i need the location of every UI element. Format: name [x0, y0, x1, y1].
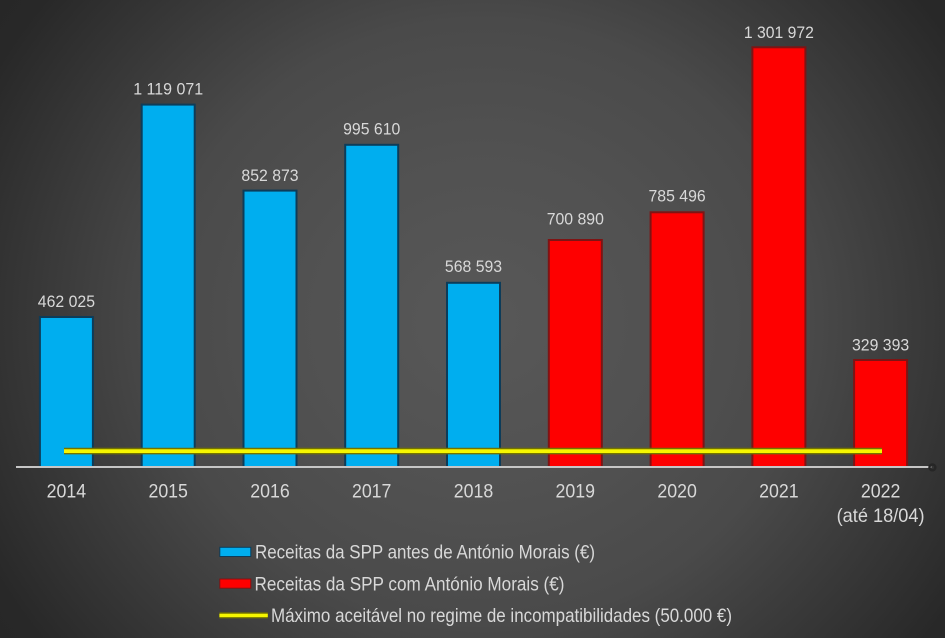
svg-text:1 301 972: 1 301 972: [744, 23, 814, 42]
svg-text:785 496: 785 496: [649, 186, 706, 205]
svg-text:2016: 2016: [250, 481, 290, 503]
svg-text:(até 18/04): (até 18/04): [837, 505, 925, 527]
svg-text:2018: 2018: [454, 481, 494, 503]
svg-text:2015: 2015: [148, 481, 188, 503]
svg-text:2020: 2020: [657, 481, 697, 503]
svg-text:329 393: 329 393: [852, 336, 909, 355]
svg-text:2019: 2019: [556, 481, 596, 503]
svg-text:1 119 071: 1 119 071: [133, 80, 203, 99]
svg-text:852 873: 852 873: [241, 166, 298, 185]
svg-text:568 593: 568 593: [445, 257, 502, 276]
svg-text:2017: 2017: [352, 481, 392, 503]
svg-text:700 890: 700 890: [547, 209, 604, 228]
svg-text:462 025: 462 025: [38, 292, 95, 311]
svg-text:2014: 2014: [47, 481, 87, 503]
svg-text:Receitas da SPP com António Mo: Receitas da SPP com António Morais (€): [255, 574, 565, 596]
svg-text:2021: 2021: [759, 481, 799, 503]
svg-text:995 610: 995 610: [343, 120, 400, 139]
svg-text:2022: 2022: [861, 481, 901, 503]
svg-text:Receitas da SPP antes de Antón: Receitas da SPP antes de António Morais …: [255, 541, 595, 563]
svg-text:Máximo aceitável no regime de: Máximo aceitável no regime de incompatib…: [271, 605, 732, 627]
